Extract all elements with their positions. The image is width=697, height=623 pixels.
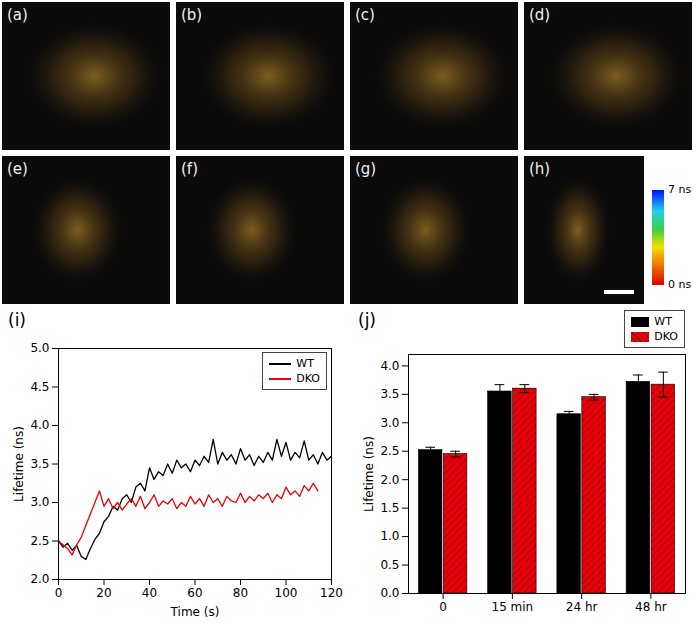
svg-text:20: 20 — [96, 586, 111, 600]
svg-text:2.0: 2.0 — [30, 572, 49, 586]
svg-text:Time (s): Time (s) — [170, 605, 220, 619]
svg-text:Lifetime (ns): Lifetime (ns) — [362, 436, 376, 512]
svg-text:1.5: 1.5 — [380, 501, 399, 515]
html-text:(i): (i) — [8, 310, 26, 330]
svg-text:3.5: 3.5 — [30, 457, 49, 471]
svg-text:24 hr: 24 hr — [566, 600, 598, 614]
html-text:WT: WT — [296, 357, 314, 370]
svg-text:0.5: 0.5 — [380, 558, 399, 572]
svg-text:40: 40 — [142, 586, 157, 600]
svg-text:(c): (c) — [355, 6, 375, 24]
svg-text:(e): (e) — [7, 160, 28, 178]
svg-text:0 ns: 0 ns — [668, 278, 691, 291]
svg-text:3.0: 3.0 — [30, 495, 49, 509]
svg-text:4.0: 4.0 — [380, 359, 399, 373]
svg-text:4.5: 4.5 — [30, 380, 49, 394]
svg-text:(a): (a) — [7, 6, 28, 24]
svg-text:(h): (h) — [529, 160, 550, 178]
svg-text:120: 120 — [320, 586, 343, 600]
svg-text:48 hr: 48 hr — [635, 600, 667, 614]
html-text:DKO: DKO — [654, 330, 678, 343]
svg-text:80: 80 — [233, 586, 248, 600]
svg-text:(b): (b) — [181, 6, 202, 24]
svg-text:0: 0 — [55, 586, 63, 600]
svg-text:4.0: 4.0 — [30, 418, 49, 432]
svg-text:15 min: 15 min — [492, 600, 534, 614]
html-text:DKO: DKO — [296, 372, 320, 385]
html-text:(j): (j) — [358, 310, 376, 330]
svg-text:100: 100 — [275, 586, 298, 600]
html-text:WT: WT — [654, 315, 672, 328]
svg-text:2.0: 2.0 — [380, 473, 399, 487]
svg-text:(g): (g) — [355, 160, 376, 178]
svg-text:0: 0 — [439, 600, 447, 614]
svg-text:2.5: 2.5 — [30, 534, 49, 548]
svg-text:7 ns: 7 ns — [668, 183, 691, 196]
svg-text:(d): (d) — [529, 6, 550, 24]
svg-text:(f): (f) — [181, 160, 198, 178]
svg-text:5.0: 5.0 — [30, 341, 49, 355]
svg-text:3.5: 3.5 — [380, 387, 399, 401]
svg-text:2.5: 2.5 — [380, 444, 399, 458]
svg-text:Lifetime (ns): Lifetime (ns) — [12, 426, 26, 502]
svg-text:1.0: 1.0 — [380, 529, 399, 543]
svg-text:3.0: 3.0 — [380, 416, 399, 430]
svg-text:60: 60 — [187, 586, 202, 600]
svg-text:0.0: 0.0 — [380, 586, 399, 600]
